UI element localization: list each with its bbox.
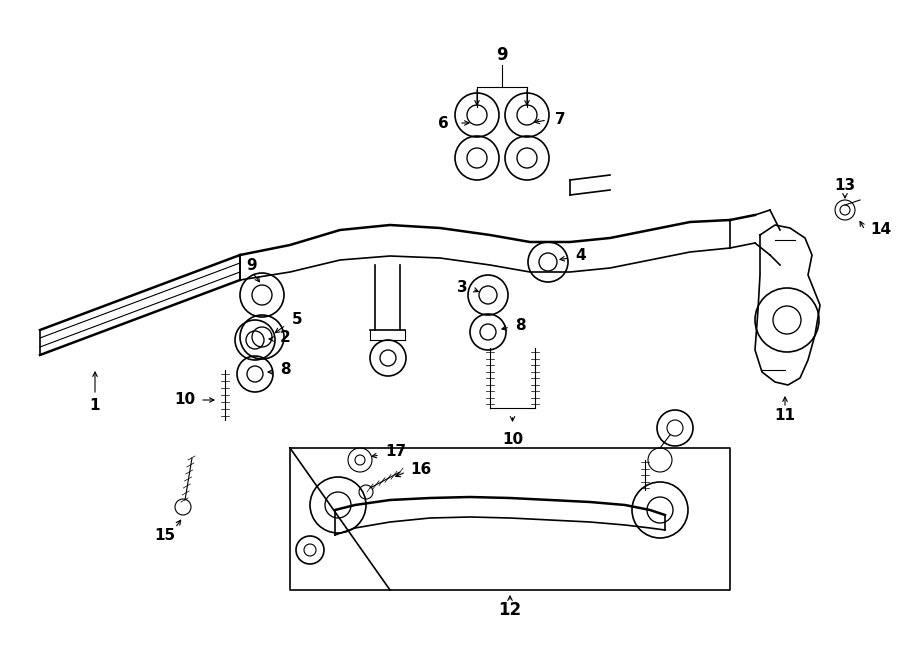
Text: 2: 2 bbox=[280, 329, 291, 344]
Text: 10: 10 bbox=[174, 393, 195, 407]
Text: 8: 8 bbox=[515, 317, 526, 332]
Text: 8: 8 bbox=[280, 362, 291, 377]
Text: 11: 11 bbox=[775, 407, 796, 422]
Text: 9: 9 bbox=[247, 258, 257, 272]
Text: 4: 4 bbox=[575, 247, 586, 262]
Text: 7: 7 bbox=[555, 112, 565, 128]
Text: 14: 14 bbox=[870, 223, 891, 237]
Text: 1: 1 bbox=[90, 397, 100, 412]
Text: 6: 6 bbox=[438, 116, 449, 130]
Text: 3: 3 bbox=[457, 280, 468, 295]
Text: 16: 16 bbox=[410, 463, 431, 477]
Text: 12: 12 bbox=[499, 601, 522, 619]
Text: 10: 10 bbox=[502, 432, 523, 447]
Text: 5: 5 bbox=[292, 313, 302, 327]
Text: 17: 17 bbox=[385, 444, 406, 459]
Text: 9: 9 bbox=[496, 46, 508, 64]
Text: 15: 15 bbox=[155, 527, 176, 543]
Text: 13: 13 bbox=[834, 178, 856, 192]
